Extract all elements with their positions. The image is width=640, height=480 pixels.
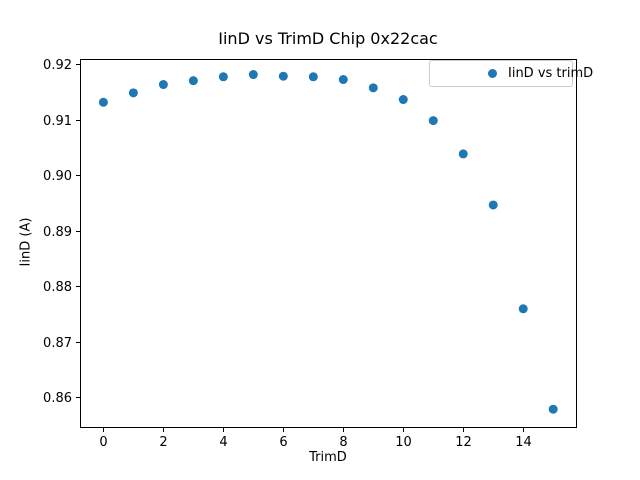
legend-label: IinD vs trimD: [508, 66, 594, 81]
y-tick-label: 0.92: [43, 58, 72, 73]
x-tick-label: 10: [395, 435, 412, 450]
scatter-point: [368, 83, 378, 93]
x-tick-label: 8: [339, 435, 347, 450]
x-tick-label: 0: [99, 435, 107, 450]
scatter-point: [428, 116, 438, 126]
scatter-point: [218, 72, 228, 82]
scatter-point: [128, 88, 138, 98]
x-tick-label: 14: [515, 435, 532, 450]
y-axis-label: IinD (A): [18, 217, 34, 267]
x-axis-label: TrimD: [309, 450, 347, 465]
scatter-point: [458, 149, 468, 159]
x-tick-label: 12: [455, 435, 472, 450]
scatter-point: [548, 404, 558, 414]
scatter-point: [98, 97, 108, 107]
scatter-point: [308, 72, 318, 82]
x-tick-label: 2: [159, 435, 167, 450]
scatter-point: [338, 75, 348, 85]
y-tick-label: 0.86: [43, 391, 72, 406]
legend: IinD vs trimD: [429, 60, 593, 87]
scatter-point: [158, 80, 168, 90]
axes-spines: [80, 59, 577, 428]
scatter-point: [518, 304, 528, 314]
x-tick-label: 4: [219, 435, 227, 450]
y-tick-label: 0.88: [43, 280, 72, 295]
y-tick-label: 0.90: [43, 169, 72, 184]
scatter-point: [188, 76, 198, 86]
legend-marker-icon: [488, 69, 497, 78]
y-tick-label: 0.87: [43, 336, 72, 351]
scatter-point: [488, 200, 498, 210]
scatter-point: [248, 70, 258, 80]
y-tick-label: 0.89: [43, 225, 72, 240]
scatter-point: [398, 95, 408, 105]
y-tick-label: 0.91: [43, 114, 72, 129]
x-tick-label: 6: [279, 435, 287, 450]
chart-title: IinD vs TrimD Chip 0x22cac: [218, 29, 438, 48]
scatter-point: [278, 71, 288, 81]
